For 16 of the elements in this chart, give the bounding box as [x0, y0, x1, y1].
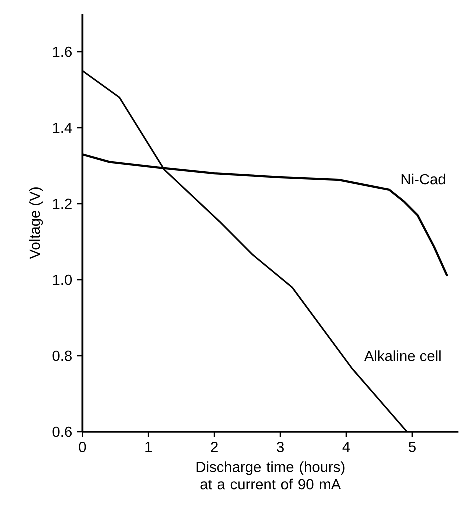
x-tick-label: 1	[146, 442, 152, 452]
x-tick-label: 2	[211, 442, 218, 452]
x-tick-label: 0	[79, 442, 86, 452]
x-axis-title: Discharge time (hours) at a current of 90 mA	[196, 462, 345, 490]
y-tick-label: 1.2	[53, 198, 72, 210]
x-tick-label: 5	[408, 442, 416, 452]
y-tick-label: 1.4	[53, 122, 72, 134]
x-tick-label: 4	[342, 442, 350, 452]
y-tick-label: 0.6	[52, 426, 72, 438]
series-label: Ni-Cad	[402, 174, 446, 185]
x-tick-label: 3	[277, 442, 284, 452]
series-label: Alkaline cell	[364, 350, 441, 362]
y-tick-label: 1.6	[53, 46, 72, 58]
y-tick-label: 1.0	[53, 274, 72, 286]
y-axis-title: Voltage (V)	[29, 188, 44, 260]
y-tick-label: 0.8	[52, 350, 72, 362]
